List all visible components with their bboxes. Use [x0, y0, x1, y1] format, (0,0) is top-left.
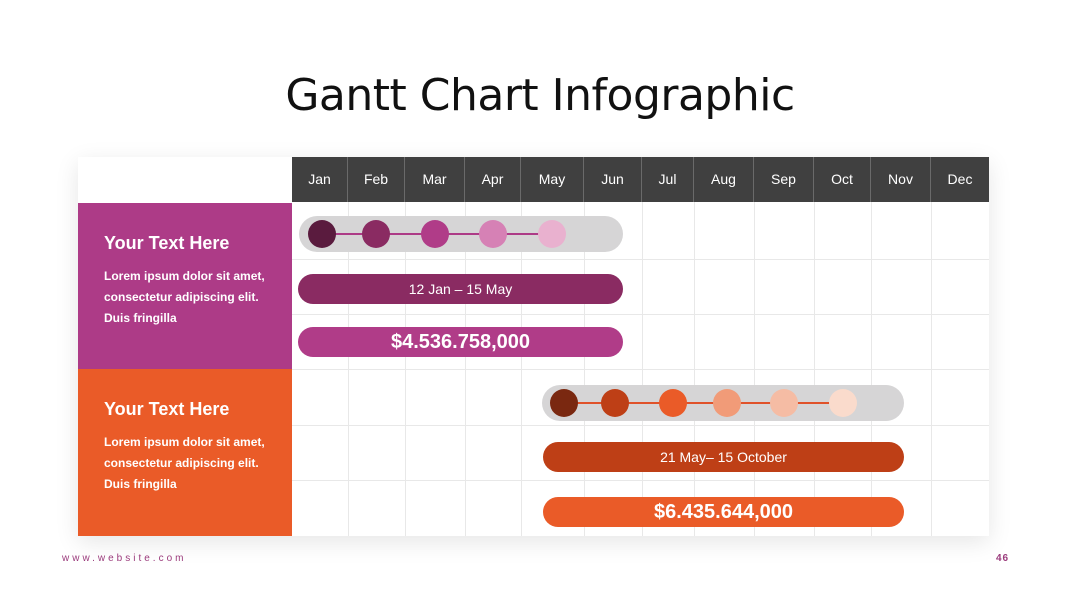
row1-milestone-dot — [538, 220, 566, 248]
website-link[interactable]: www.website.com — [62, 553, 187, 564]
row1-milestone-dot — [421, 220, 449, 248]
row2-label-panel: Your Text Here Lorem ipsum dolor sit ame… — [78, 369, 292, 536]
month-jan: Jan — [292, 157, 348, 202]
row1-label-panel: Your Text Here Lorem ipsum dolor sit ame… — [78, 203, 292, 369]
row2-milestone-dot — [829, 389, 857, 417]
month-jun: Jun — [584, 157, 642, 202]
row2-milestone-dot — [601, 389, 629, 417]
row1-milestone-dot — [362, 220, 390, 248]
row1-body: Lorem ipsum dolor sit amet, consectetur … — [104, 269, 265, 325]
row2-milestone-dot — [713, 389, 741, 417]
row2-body: Lorem ipsum dolor sit amet, consectetur … — [104, 435, 265, 491]
month-mar: Mar — [405, 157, 465, 202]
month-sep: Sep — [754, 157, 814, 202]
month-feb: Feb — [348, 157, 405, 202]
month-oct: Oct — [814, 157, 871, 202]
row2-milestone-dot — [550, 389, 578, 417]
row2-milestone-connector — [564, 402, 844, 404]
row2-amount-bar: $6.435.644,000 — [543, 497, 904, 527]
row1-milestone-dot — [308, 220, 336, 248]
row1-heading: Your Text Here — [104, 233, 230, 253]
grid-line — [292, 425, 989, 426]
month-jul: Jul — [642, 157, 694, 202]
row1-date-bar: 12 Jan – 15 May — [298, 274, 623, 304]
month-header: Jan Feb Mar Apr May Jun Jul Aug Sep Oct … — [292, 157, 989, 202]
grid-line — [292, 369, 989, 370]
month-dec: Dec — [947, 171, 973, 187]
month-aug: Aug — [694, 157, 754, 202]
grid-line — [292, 480, 989, 481]
month-may: May — [521, 157, 584, 202]
grid-line — [292, 259, 989, 260]
row2-milestone-dot — [659, 389, 687, 417]
row2-milestone-dot — [770, 389, 798, 417]
row2-date-bar: 21 May– 15 October — [543, 442, 904, 472]
slide-title: Gantt Chart Infographic — [285, 70, 795, 121]
month-nov: Nov — [871, 157, 931, 202]
row1-amount-bar: $4.536.758,000 — [298, 327, 623, 357]
row1-milestone-dot — [479, 220, 507, 248]
month-apr: Apr — [465, 157, 521, 202]
row2-heading: Your Text Here — [104, 399, 230, 419]
grid-line — [292, 314, 989, 315]
page-number: 46 — [996, 553, 1010, 564]
